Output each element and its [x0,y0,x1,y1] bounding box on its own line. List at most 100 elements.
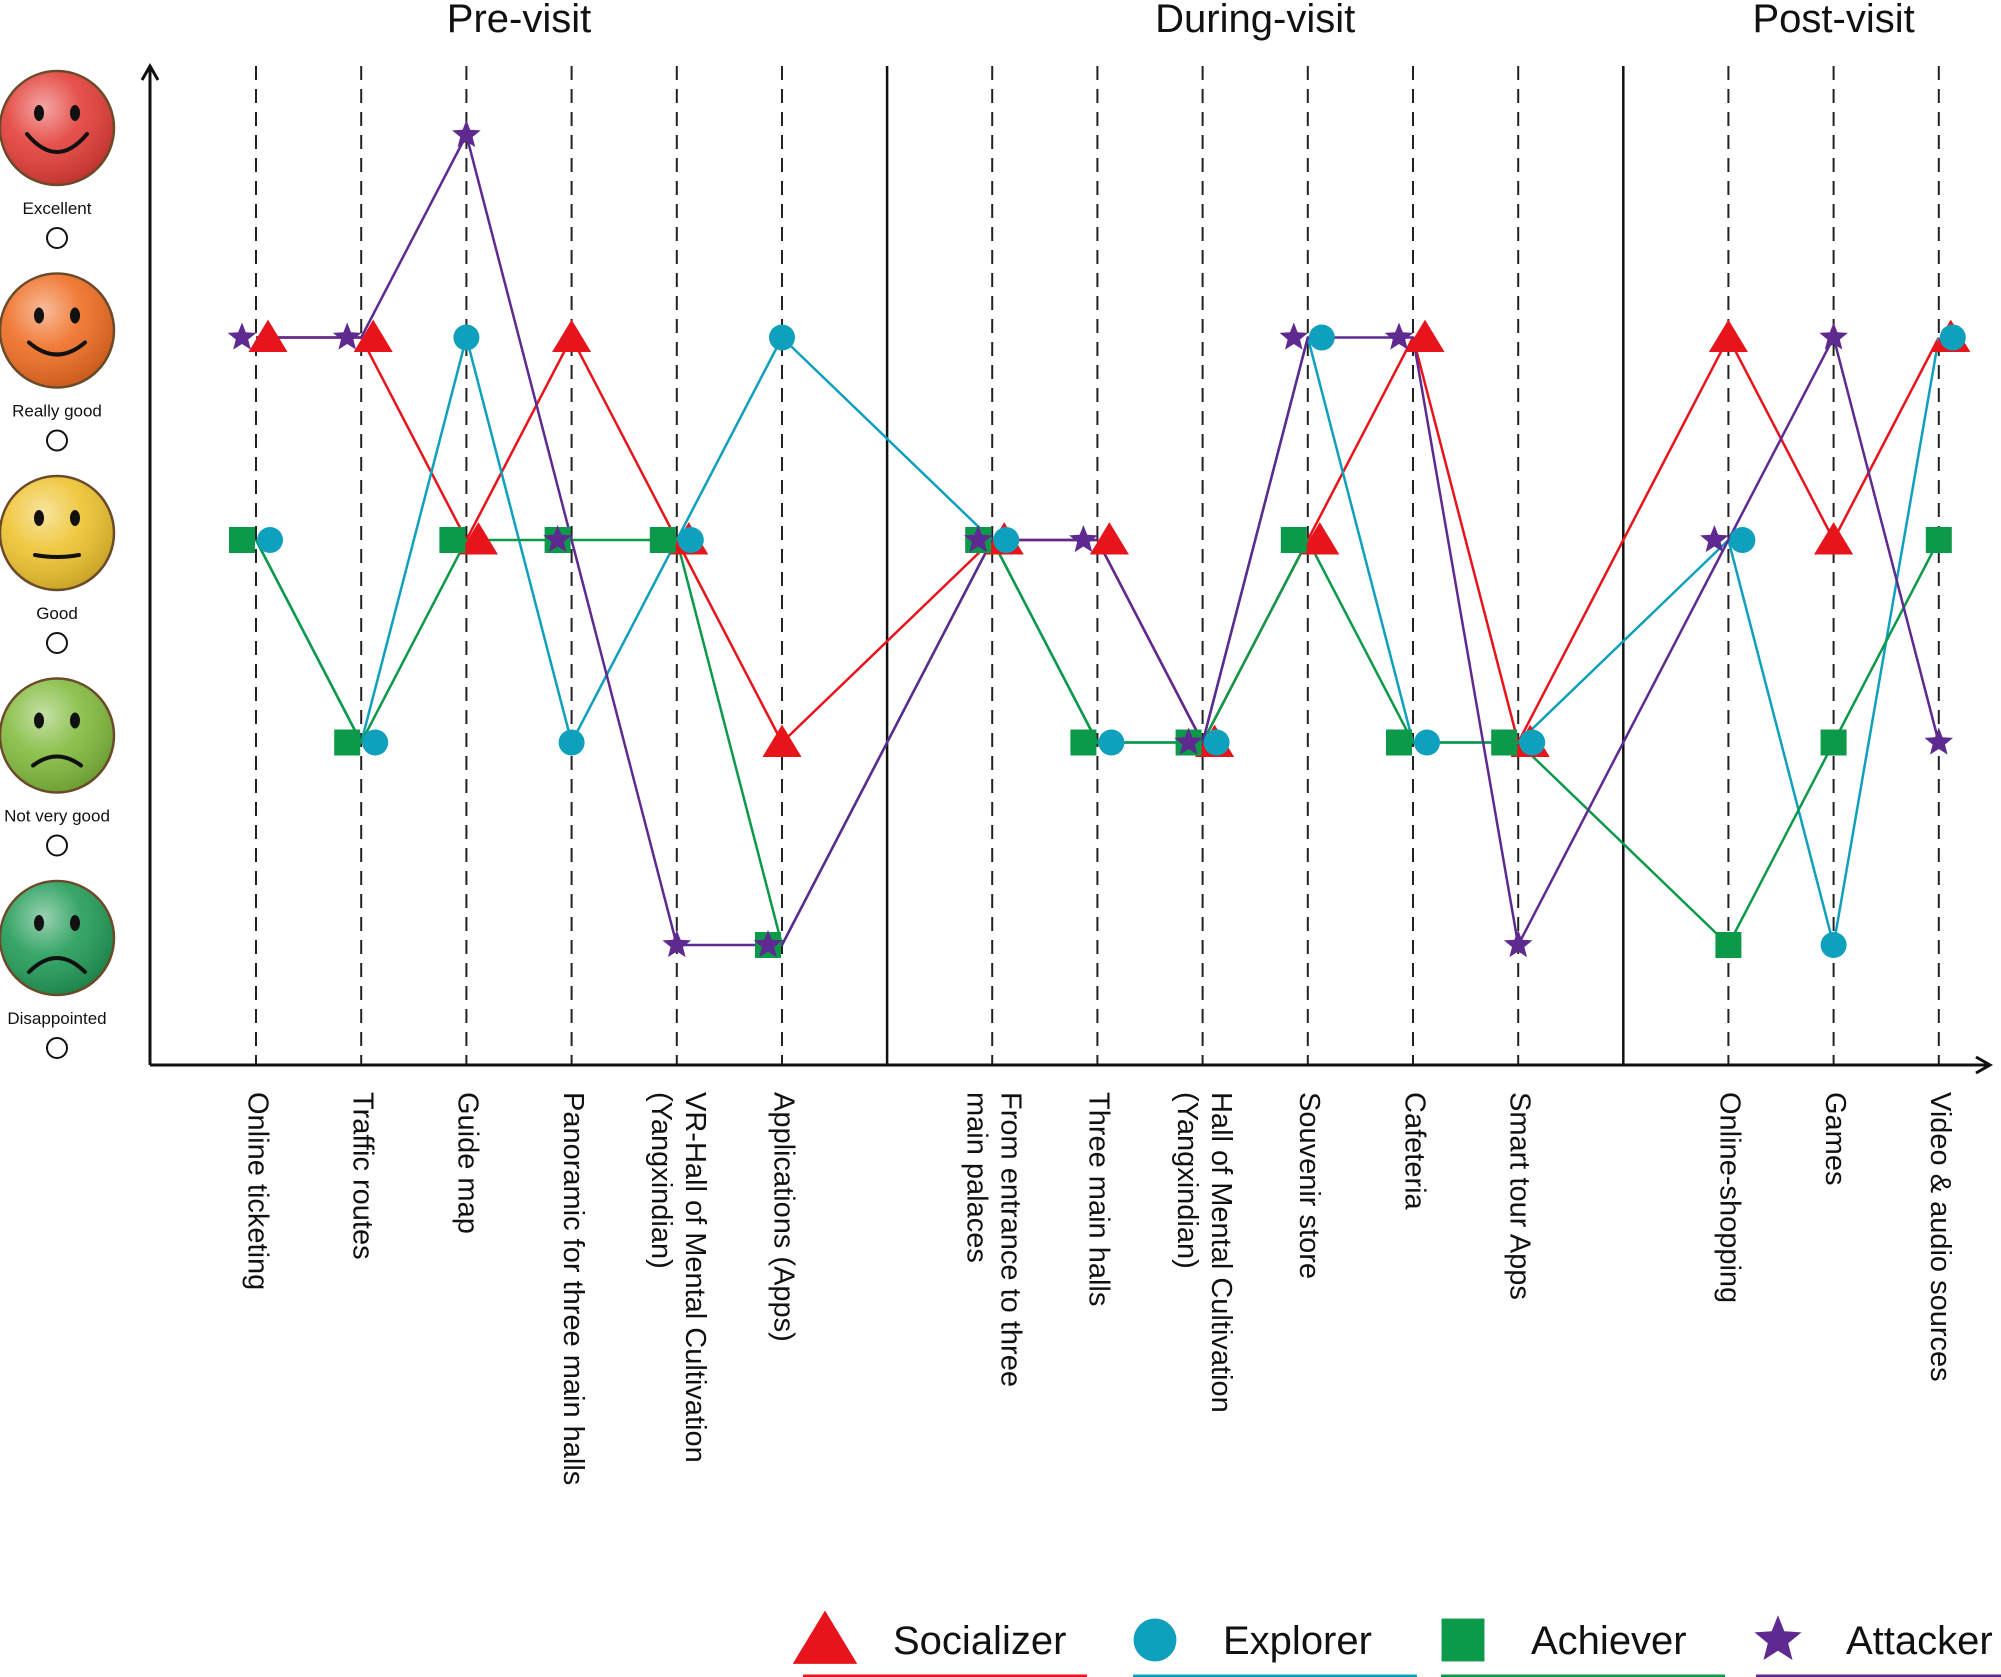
category-label-11: Smart tour Apps [1504,1092,1536,1300]
legend-marker-attacker [1754,1615,1802,1660]
marker-socializer-2 [458,522,498,555]
marker-attacker-11 [1503,930,1533,958]
marker-explorer-6 [993,527,1020,553]
marker-explorer-9 [1308,324,1335,351]
marker-achiever-9 [1280,527,1307,553]
marker-socializer-0 [248,319,288,352]
marker-socializer-12 [1708,319,1748,352]
series-line-attacker [256,133,1941,947]
marker-socializer-9 [1300,522,1340,555]
y-axis-arrow [140,62,160,81]
marker-socializer-7 [1089,522,1129,555]
legend-marker-achiever [1441,1618,1485,1662]
marker-explorer-3 [558,729,585,756]
category-label-7: Three main halls [1083,1092,1115,1306]
marker-attacker-3 [543,525,572,553]
legend-label-attacker: Attacker [1846,1619,1993,1663]
marker-achiever-4 [649,527,676,553]
marker-attacker-8 [1174,727,1203,755]
rating-radio-good[interactable] [46,632,68,654]
legend-label-socializer: Socializer [893,1619,1066,1663]
marker-explorer-10 [1414,729,1440,756]
rating-radio-really-good[interactable] [46,429,68,452]
marker-explorer-14 [1939,324,1966,351]
category-labels: Online ticketing Traffic routes Guide map P… [241,1092,1956,1485]
level-label-not-very-good: Not very good [4,807,110,826]
deeply-sad-face-icon [0,879,116,997]
level-label-really-good: Really good [12,402,102,421]
category-label-6-line-0: From entrance to three [995,1092,1027,1387]
marker-attacker-0 [227,322,257,350]
phase-title-post-visit: Post-visit [1752,0,1914,41]
rating-scale: Disappointed Not very good Good Really good… [0,69,116,1059]
marker-attacker-12 [1700,525,1729,553]
marker-achiever-11 [1491,729,1518,756]
marker-achiever-12 [1715,932,1742,958]
rating-radio-excellent[interactable] [46,227,68,249]
marker-socializer-5 [762,724,802,757]
marker-attacker-1 [332,322,362,350]
phase-title-during-visit: During-visit [1155,0,1355,41]
marker-explorer-7 [1098,729,1125,756]
marker-explorer-5 [769,324,795,351]
marker-attacker-14 [1924,727,1954,755]
marker-attacker-7 [1069,525,1098,553]
marker-attacker-10 [1384,322,1414,350]
category-label-13: Games [1819,1092,1851,1185]
category-label-0: Online ticketing [241,1092,273,1290]
category-label-6-line-1: main palaces [961,1092,993,1263]
category-label-4-line-0: VR-Hall of Mental Cultivation [679,1092,711,1463]
level-label-excellent: Excellent [23,199,92,218]
series-markers [227,120,1971,958]
category-label-8-line-0: Hall of Mental Cultivation [1205,1092,1237,1413]
marker-attacker-6 [963,525,993,553]
category-label-10: Cafeteria [1398,1092,1430,1211]
legend-marker-socializer [792,1610,858,1664]
marker-explorer-8 [1203,729,1230,756]
category-label-14: Video & audio sources [1924,1092,1956,1382]
marker-socializer-13 [1814,522,1854,555]
category-gridlines [255,66,1940,1065]
marker-explorer-4 [677,527,704,553]
category-label-1: Traffic routes [347,1092,379,1260]
legend-label-explorer: Explorer [1223,1619,1372,1663]
marker-socializer-1 [353,319,393,352]
category-label-9: Souvenir store [1293,1092,1325,1279]
series-line-achiever [254,538,1940,947]
marker-explorer-0 [257,527,283,553]
marker-socializer-10 [1405,319,1445,352]
marker-achiever-0 [229,527,255,553]
marker-explorer-1 [362,729,389,756]
level-label-good: Good [36,604,78,623]
happy-face-icon [0,69,116,187]
marker-achiever-7 [1070,729,1097,756]
phase-title-pre-visit: Pre-visit [447,0,591,41]
legend-label-achiever: Achiever [1531,1619,1687,1663]
marker-explorer-12 [1729,527,1756,553]
category-label-8-line-1: (Yangxindian) [1171,1092,1203,1269]
rating-radio-not-very-good[interactable] [46,834,68,857]
rating-radio-disappointed[interactable] [46,1037,68,1059]
legend-marker-explorer [1133,1618,1177,1662]
smile-face-icon [0,272,116,389]
marker-achiever-10 [1386,729,1412,756]
category-label-5: Applications (Apps) [767,1092,799,1342]
marker-attacker-9 [1279,322,1309,350]
marker-socializer-3 [552,319,592,352]
x-axis-arrow [1975,1055,1994,1075]
marker-attacker-13 [1819,322,1848,350]
marker-attacker-2 [452,120,481,148]
marker-achiever-14 [1925,527,1952,553]
category-label-3: Panoramic for three main halls [557,1092,589,1485]
marker-explorer-11 [1519,729,1546,756]
series-lines [254,133,1941,947]
marker-achiever-2 [439,527,466,553]
level-label-disappointed: Disappointed [7,1009,106,1028]
marker-explorer-13 [1820,932,1847,958]
marker-attacker-5 [753,930,783,958]
category-label-12: Online-shopping [1714,1092,1746,1303]
marker-explorer-2 [453,324,480,351]
marker-achiever-1 [334,729,361,756]
marker-achiever-13 [1820,729,1847,756]
